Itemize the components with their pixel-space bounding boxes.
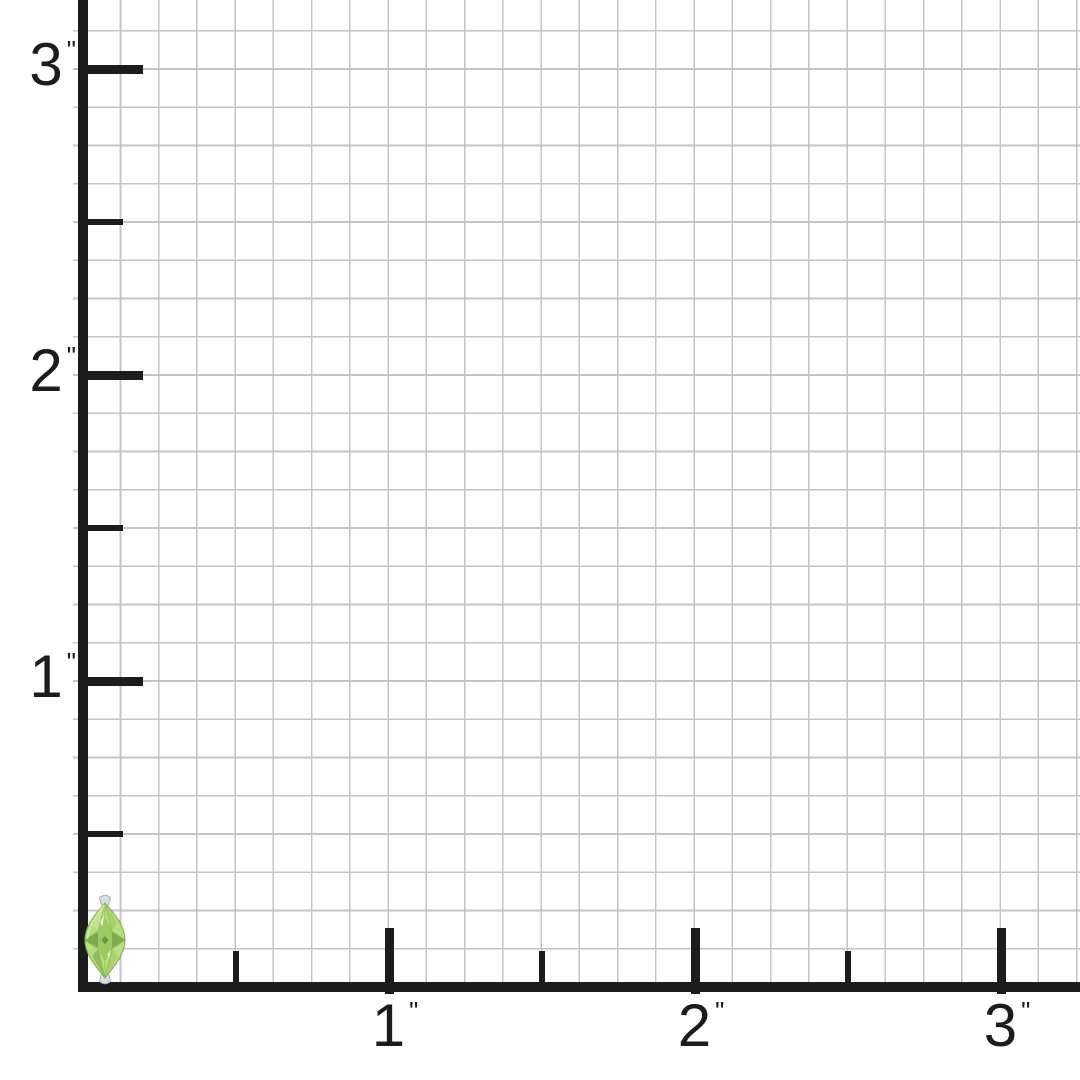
y-axis-tick-1.5in	[83, 525, 123, 531]
x-axis-tick-1in	[384, 928, 394, 994]
y-axis-tick-0.5in	[83, 831, 123, 837]
x-axis-tick-2in	[690, 928, 700, 994]
x-axis-ruler-bar	[78, 982, 1080, 992]
y-axis-tick-2in	[83, 370, 143, 380]
x-axis-label-3in: 3 "	[983, 992, 1031, 1059]
y-axis-tick-3in	[83, 64, 143, 74]
gem-facet	[112, 932, 125, 948]
gem-facet	[101, 936, 109, 945]
gem-highlight	[99, 916, 104, 927]
gem-highlight	[107, 950, 111, 960]
peridot-gemstone	[84, 894, 126, 985]
x-axis-tick-1.5in	[539, 951, 545, 982]
gem-facets	[84, 902, 126, 979]
y-axis-label-2in: 2 "	[29, 337, 76, 404]
gem-rim-highlight	[86, 904, 105, 939]
grid-lines-vertical	[83, 0, 1080, 982]
y-axis-tick-2.5in	[83, 219, 123, 225]
y-axis-tick-1in	[83, 676, 143, 686]
x-axis-label-2in: 2 "	[677, 992, 725, 1059]
gem-facet	[93, 903, 105, 931]
gem-facet	[105, 949, 118, 978]
x-axis-tick-2.5in	[845, 951, 851, 982]
y-axis-label-3in: 3 "	[29, 31, 76, 98]
gem-facet	[85, 932, 98, 948]
x-axis-tick-3in	[996, 928, 1006, 994]
gem-facet-lines	[84, 902, 126, 979]
gem-facet	[105, 903, 117, 931]
x-axis-label-1in: 1 "	[371, 992, 419, 1059]
y-axis-label-1in: 1 "	[29, 643, 76, 710]
y-axis-ruler-bar	[78, 0, 88, 992]
gem-facet	[92, 949, 105, 978]
x-axis-tick-0.5in	[233, 951, 239, 982]
